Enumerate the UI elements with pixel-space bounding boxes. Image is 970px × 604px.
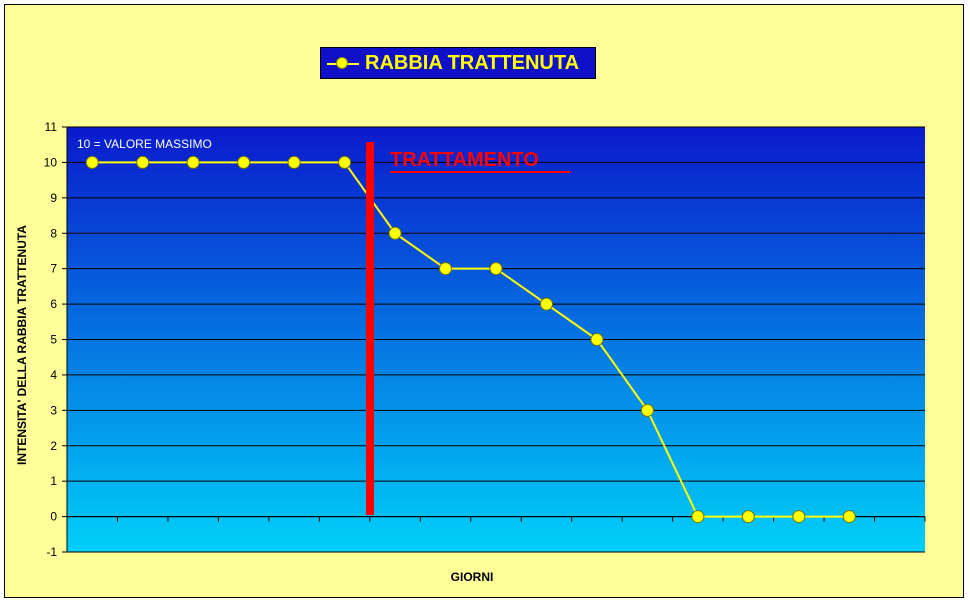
legend: RABBIA TRATTENUTA xyxy=(320,47,596,79)
y-axis: -1 0 1 2 3 4 5 6 7 8 9 10 11 xyxy=(44,120,68,559)
y-axis-title: INTENSITA' DELLA RABBIA TRATTENUTA xyxy=(15,225,29,465)
y-tick-label: 4 xyxy=(50,368,57,382)
gridlines xyxy=(67,126,925,553)
data-point-13 xyxy=(741,510,755,524)
series-line xyxy=(92,161,850,518)
data-point-11 xyxy=(640,403,654,417)
data-point-0 xyxy=(85,155,99,169)
y-tick-label: 6 xyxy=(50,297,57,311)
data-point-15 xyxy=(842,510,856,524)
data-point-8 xyxy=(489,262,503,276)
y-tick-label: 0 xyxy=(50,510,57,524)
legend-label: RABBIA TRATTENUTA xyxy=(365,52,580,74)
y-tick-label: 7 xyxy=(50,262,57,276)
max-value-note: 10 = VALORE MASSIMO xyxy=(77,137,212,151)
data-point-12 xyxy=(691,510,705,524)
data-point-4 xyxy=(287,155,301,169)
series-rabbia-trattenuta xyxy=(85,155,856,524)
y-tick-label: 8 xyxy=(50,226,57,240)
y-tick-label: 3 xyxy=(50,403,57,417)
data-point-6 xyxy=(388,226,402,240)
data-point-1 xyxy=(136,155,150,169)
treatment-marker xyxy=(366,142,374,515)
data-point-5 xyxy=(338,155,352,169)
y-tick-label: 9 xyxy=(50,191,57,205)
y-tick-label: 2 xyxy=(50,439,57,453)
data-point-3 xyxy=(237,155,251,169)
y-tick-label: 5 xyxy=(50,333,57,347)
x-axis-title: GIORNI xyxy=(450,570,494,584)
data-point-2 xyxy=(186,155,200,169)
y-tick-label: -1 xyxy=(46,545,57,559)
y-tick-label: 11 xyxy=(45,120,58,134)
data-point-10 xyxy=(590,333,604,346)
y-tick-label: 10 xyxy=(44,155,58,169)
y-tick-label: 1 xyxy=(50,474,57,488)
data-point-14 xyxy=(792,510,806,524)
data-point-7 xyxy=(439,262,453,276)
treatment-label: TRATTAMENTO xyxy=(390,149,539,171)
data-point-9 xyxy=(539,297,553,311)
legend-marker-swatch xyxy=(336,57,348,69)
